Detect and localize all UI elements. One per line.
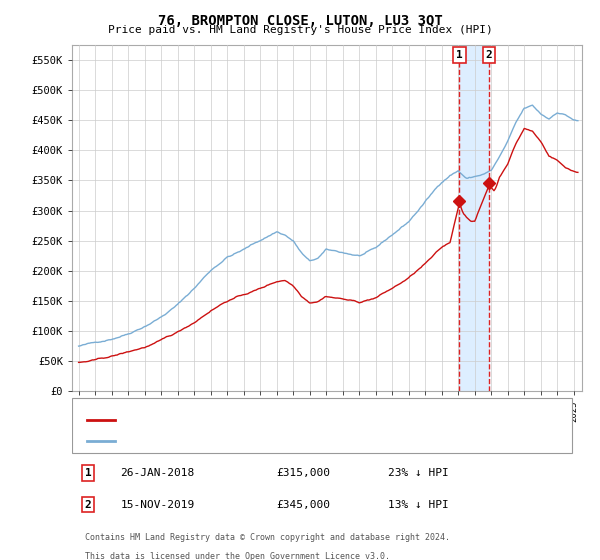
Text: HPI: Average price, detached house, Luton: HPI: Average price, detached house, Luto… [121, 436, 377, 446]
Text: £315,000: £315,000 [276, 468, 330, 478]
Text: £345,000: £345,000 [276, 500, 330, 510]
Text: 1: 1 [85, 468, 91, 478]
Text: Contains HM Land Registry data © Crown copyright and database right 2024.: Contains HM Land Registry data © Crown c… [85, 533, 450, 542]
Text: 76, BROMPTON CLOSE, LUTON, LU3 3QT: 76, BROMPTON CLOSE, LUTON, LU3 3QT [158, 14, 442, 28]
Text: 26-JAN-2018: 26-JAN-2018 [121, 468, 194, 478]
Text: 13% ↓ HPI: 13% ↓ HPI [388, 500, 449, 510]
Bar [460, 45, 489, 391]
Text: 23% ↓ HPI: 23% ↓ HPI [388, 468, 449, 478]
Text: 76, BROMPTON CLOSE, LUTON, LU3 3QT (detached house): 76, BROMPTON CLOSE, LUTON, LU3 3QT (deta… [121, 416, 439, 426]
Text: Price paid vs. HM Land Registry's House Price Index (HPI): Price paid vs. HM Land Registry's House … [107, 25, 493, 35]
Text: This data is licensed under the Open Government Licence v3.0.: This data is licensed under the Open Gov… [85, 552, 390, 560]
FancyBboxPatch shape [72, 398, 572, 452]
Text: 2: 2 [486, 50, 493, 60]
Text: 2: 2 [85, 500, 91, 510]
Text: 1: 1 [456, 50, 463, 60]
Text: 15-NOV-2019: 15-NOV-2019 [121, 500, 194, 510]
